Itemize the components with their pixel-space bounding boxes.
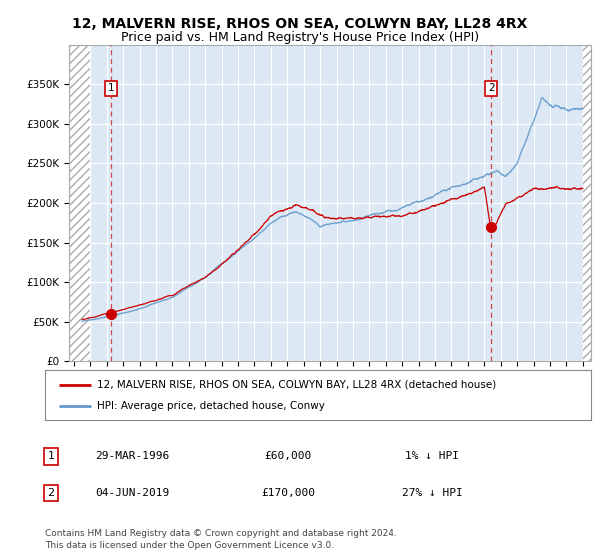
Text: HPI: Average price, detached house, Conwy: HPI: Average price, detached house, Conw… [97,401,325,411]
Text: 04-JUN-2019: 04-JUN-2019 [95,488,169,498]
Text: 2: 2 [488,83,494,94]
Text: 27% ↓ HPI: 27% ↓ HPI [401,488,463,498]
Text: £170,000: £170,000 [261,488,315,498]
Text: Price paid vs. HM Land Registry's House Price Index (HPI): Price paid vs. HM Land Registry's House … [121,31,479,44]
Bar [583,45,591,361]
Text: 1: 1 [47,451,55,461]
Text: 29-MAR-1996: 29-MAR-1996 [95,451,169,461]
Text: 12, MALVERN RISE, RHOS ON SEA, COLWYN BAY, LL28 4RX: 12, MALVERN RISE, RHOS ON SEA, COLWYN BA… [73,17,527,31]
Text: 1: 1 [107,83,114,94]
Text: 2: 2 [47,488,55,498]
Bar [69,45,91,361]
Text: £60,000: £60,000 [265,451,311,461]
Bar [69,45,91,361]
Text: Contains HM Land Registry data © Crown copyright and database right 2024.
This d: Contains HM Land Registry data © Crown c… [45,529,397,550]
Bar [583,45,591,361]
Text: 12, MALVERN RISE, RHOS ON SEA, COLWYN BAY, LL28 4RX (detached house): 12, MALVERN RISE, RHOS ON SEA, COLWYN BA… [97,380,496,390]
Text: 1% ↓ HPI: 1% ↓ HPI [405,451,459,461]
